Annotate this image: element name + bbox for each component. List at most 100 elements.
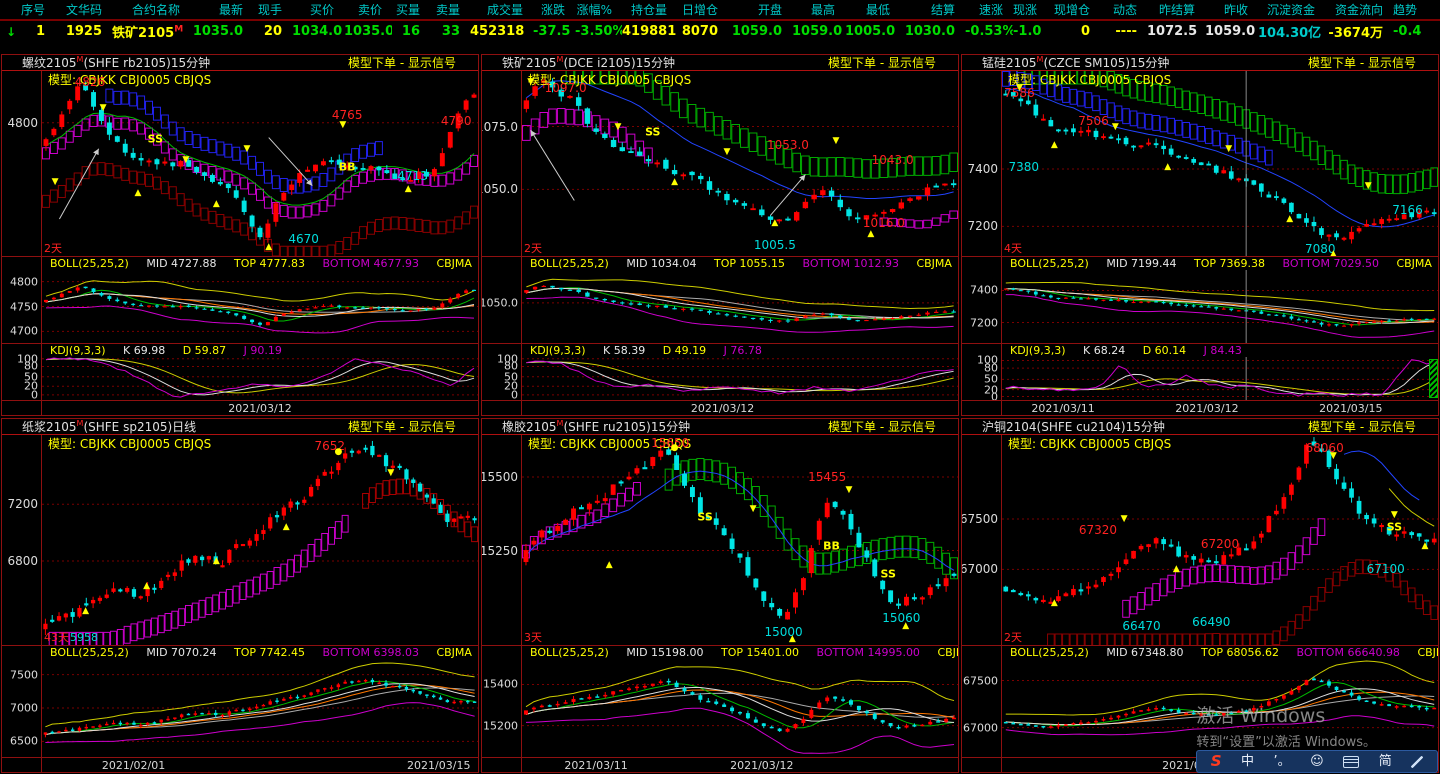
toolbar-col-header-2[interactable]: 合约名称 [131,3,180,17]
toolbar-col-value-13[interactable]: 8070 [681,24,718,39]
toolbar-col-value-6[interactable]: 1035.0 [344,24,392,39]
panel-signal-label[interactable]: 模型下单 - 显示信号 [1308,420,1416,434]
toolbar-col-value-22[interactable]: 1072.5 [1147,24,1198,39]
main-chart[interactable]: 模型: CBJKK CBJ0005 CBJQS 2天 4826 SS 4765 BB 4… [42,71,478,256]
toolbar-col-value-5[interactable]: 1034.0 [292,24,343,39]
toolbar-col-header-24[interactable]: 沉淀资金 [1266,3,1315,17]
toolbar-col-header-12[interactable]: 持仓量 [630,3,667,17]
toolbar-col-header-14[interactable]: 开盘 [757,3,782,17]
ime-simplified-icon[interactable]: 简 [1378,754,1392,769]
toolbar-col-value-18[interactable]: -0.53% [965,24,1013,39]
toolbar-col-header-25[interactable]: 资金流向 [1334,3,1383,17]
panel-signal-label[interactable]: 模型下单 - 显示信号 [828,420,936,434]
toolbar-col-header-19[interactable]: 现涨 [1013,3,1038,17]
toolbar-col-value-11[interactable]: -3.50% [575,24,622,39]
toolbar-col-value-4[interactable]: 20 [263,24,282,39]
panel-title-bar[interactable]: 橡胶2105M(SHFE ru2105)15分钟 模型下单 - 显示信号 [482,419,958,435]
chart-panel-1[interactable]: 铁矿2105M(DCE i2105)15分钟 模型下单 - 显示信号 1075.… [481,54,959,416]
signal-marker-icon: ▲ [902,621,910,632]
toolbar-col-header-11[interactable]: 涨幅% [576,3,612,17]
chart-panel-2[interactable]: 锰硅2105M(CZCE SM105)15分钟 模型下单 - 显示信号 7400… [961,54,1439,416]
toolbar-col-value-0[interactable]: ↓ 1 [6,24,45,39]
toolbar-col-header-17[interactable]: 结算 [930,3,955,17]
kdj-scrollbar[interactable] [1429,358,1438,399]
panel-signal-label[interactable]: 模型下单 - 显示信号 [828,56,936,70]
main-chart[interactable]: 模型: CBJKK CBJ0005 CBJQS 4天 7586 7506 7380 7… [1002,71,1438,256]
toolbar-col-value-16[interactable]: 1005.0 [845,24,896,39]
toolbar-col-value-23[interactable]: 1059.0 [1205,24,1256,39]
panel-title-bar[interactable]: 沪铜2104(SHFE cu2104)15分钟 模型下单 - 显示信号 [962,419,1438,435]
panel-signal-label[interactable]: 模型下单 - 显示信号 [348,420,456,434]
ime-emoji-icon[interactable]: ☺ [1310,754,1324,769]
toolbar-col-value-24[interactable]: 104.30亿 [1258,26,1322,41]
toolbar-col-value-21[interactable]: ---- [1115,24,1137,39]
boll-header: BOLL(25,25,2) MID 15198.00 TOP 15401.00 … [522,645,958,659]
toolbar-col-value-7[interactable]: 16 [401,24,420,39]
toolbar-col-value-15[interactable]: 1059.0 [792,24,843,39]
toolbar-col-header-15[interactable]: 最高 [810,3,835,17]
panel-signal-label[interactable]: 模型下单 - 显示信号 [1308,56,1416,70]
boll-chart[interactable] [42,659,478,757]
toolbar-col-value-2[interactable]: 铁矿2105M [112,24,184,41]
toolbar-col-header-23[interactable]: 昨收 [1223,3,1248,17]
panel-title-bar[interactable]: 锰硅2105M(CZCE SM105)15分钟 模型下单 - 显示信号 [962,55,1438,71]
ime-punctuation-icon[interactable]: ’。 [1273,754,1291,769]
toolbar-col-header-4[interactable]: 现手 [257,3,282,17]
toolbar-col-value-9[interactable]: 452318 [470,24,525,39]
toolbar-col-header-9[interactable]: 成交量 [486,3,523,17]
kdj-chart[interactable] [1002,357,1438,400]
toolbar-col-header-6[interactable]: 卖价 [357,3,382,17]
toolbar-col-value-12[interactable]: 419881 [622,24,677,39]
toolbar-col-header-1[interactable]: 文华码 [65,3,102,17]
toolbar-col-value-8[interactable]: 33 [441,24,460,39]
toolbar-col-value-19[interactable]: -1.0 [1013,24,1042,39]
boll-chart[interactable] [1002,270,1438,343]
toolbar-col-value-25[interactable]: -3674万 [1328,26,1383,41]
kdj-chart[interactable] [522,357,958,400]
toolbar-col-header-8[interactable]: 卖量 [435,3,460,17]
chart-panel-3[interactable]: 纸浆2105M(SHFE sp2105)日线 模型下单 - 显示信号 7200 6… [1,418,479,773]
kdj-chart[interactable] [42,357,478,400]
toolbar-col-header-21[interactable]: 动态 [1112,3,1137,17]
toolbar-col-header-26[interactable]: 趋势 [1393,3,1418,17]
chart-panel-0[interactable]: 螺纹2105M(SHFE rb2105)15分钟 模型下单 - 显示信号 480… [1,54,479,416]
toolbar-col-value-10[interactable]: -37.5 [533,24,571,39]
main-chart[interactable]: 模型: CBJKK CBJ0005 CBJQS 2天 68060 67320 672… [1002,435,1438,645]
toolbar-col-value-3[interactable]: 1035.0 [192,24,243,39]
boll-chart[interactable] [1002,659,1438,757]
toolbar-col-header-22[interactable]: 昨结算 [1158,3,1195,17]
toolbar-col-header-0[interactable]: 序号 [20,3,45,17]
ime-toolbox-icon[interactable] [1411,755,1424,768]
toolbar-col-value-1[interactable]: 1925 [65,24,102,39]
toolbar-col-header-18[interactable]: 速涨 [978,3,1003,17]
toolbar-col-header-20[interactable]: 现增仓 [1053,3,1090,17]
boll-chart[interactable] [522,270,958,343]
main-chart[interactable]: 模型: CBJKK CBJ0005 CBJQS 3天 15650 15455 SS B… [522,435,958,645]
panel-signal-label[interactable]: 模型下单 - 显示信号 [348,56,456,70]
toolbar-col-header-5[interactable]: 买价 [309,3,334,17]
main-chart[interactable]: 模型: CBJKK CBJ0005 CBJQS 2天 1097.0 SS 1053.… [522,71,958,256]
panel-title-bar[interactable]: 螺纹2105M(SHFE rb2105)15分钟 模型下单 - 显示信号 [2,55,478,71]
toolbar-col-value-14[interactable]: 1059.0 [731,24,782,39]
chart-panel-4[interactable]: 橡胶2105M(SHFE ru2105)15分钟 模型下单 - 显示信号 155… [481,418,959,773]
boll-chart[interactable] [522,659,958,757]
toolbar-col-header-7[interactable]: 买量 [395,3,420,17]
main-chart[interactable]: 模型: CBJKK CBJ0005 CBJQS 43天5958 7652 ▲ ▲ ▲ ▲… [42,435,478,645]
toolbar-col-value-20[interactable]: 0 [1080,24,1090,39]
toolbar-col-header-13[interactable]: 日增仓 [681,3,718,17]
toolbar-col-value-26[interactable]: -0.4 [1393,24,1422,39]
toolbar-col-header-16[interactable]: 最低 [865,3,890,17]
toolbar-col-header-3[interactable]: 最新 [218,3,243,17]
panel-title-bar[interactable]: 铁矿2105M(DCE i2105)15分钟 模型下单 - 显示信号 [482,55,958,71]
toolbar-col-value-17[interactable]: 1030.0 [904,24,955,39]
toolbar-value-row[interactable]: ↓ 1 1925 铁矿2105M 1035.0 20 1034.0 1035.0 16 33 452… [0,21,1440,42]
ime-keyboard-icon[interactable] [1343,755,1360,768]
panel-title-bar[interactable]: 纸浆2105M(SHFE sp2105)日线 模型下单 - 显示信号 [2,419,478,435]
boll-chart[interactable] [42,270,478,343]
chart-panel-5[interactable]: 沪铜2104(SHFE cu2104)15分钟 模型下单 - 显示信号 6750… [961,418,1439,773]
ime-toolbar[interactable]: S 中 ’。 ☺ 简 [1196,750,1438,773]
ime-language-toggle[interactable]: 中 [1241,754,1255,769]
sogou-logo-icon[interactable]: S [1210,752,1222,770]
boll-axis-label: 15200 [483,719,518,733]
toolbar-col-header-10[interactable]: 涨跌 [540,3,565,17]
